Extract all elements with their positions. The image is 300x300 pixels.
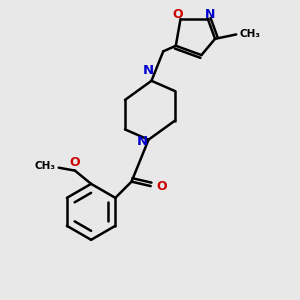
Text: CH₃: CH₃ bbox=[34, 161, 55, 171]
Text: N: N bbox=[205, 8, 215, 21]
Text: N: N bbox=[136, 135, 148, 148]
Text: CH₃: CH₃ bbox=[240, 29, 261, 39]
Text: O: O bbox=[156, 180, 166, 193]
Text: O: O bbox=[70, 156, 80, 169]
Text: N: N bbox=[143, 64, 154, 77]
Text: O: O bbox=[173, 8, 184, 21]
